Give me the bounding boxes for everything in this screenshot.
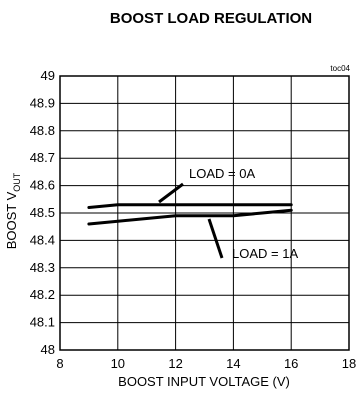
- y-tick-label: 48.7: [30, 150, 55, 165]
- y-tick-label: 48.6: [30, 178, 55, 193]
- y-tick-label: 48.9: [30, 95, 55, 110]
- series-line-1: [87, 208, 293, 226]
- y-axis-label-main: BOOST V: [4, 191, 19, 249]
- y-tick-label: 48: [41, 342, 55, 357]
- series-line-0: [87, 203, 293, 209]
- chart-title: BOOST LOAD REGULATION: [110, 10, 312, 27]
- y-tick-label: 48.5: [30, 205, 55, 220]
- y-tick-label: 48.3: [30, 260, 55, 275]
- figure-tag: toc04: [330, 64, 350, 73]
- x-tick-label: 8: [56, 356, 63, 371]
- x-tick-label: 18: [342, 356, 356, 371]
- x-tick-labels: 8 10 12 14 16 18: [56, 356, 356, 371]
- grid: [59, 75, 350, 351]
- annotation-leader: [158, 182, 184, 204]
- annotations: LOAD = 0A LOAD = 1A: [158, 166, 298, 261]
- annotation-label: LOAD = 1A: [232, 246, 298, 261]
- plot-frame: [59, 75, 350, 351]
- x-tick-label: 12: [168, 356, 182, 371]
- annotation-label: LOAD = 0A: [189, 166, 255, 181]
- annotation-leader: [207, 218, 224, 259]
- y-tick-labels: 48 48.1 48.2 48.3 48.4 48.5 48.6 48.7 48.8 48.9 49: [30, 68, 55, 357]
- x-tick-label: 14: [226, 356, 240, 371]
- y-tick-label: 48.2: [30, 287, 55, 302]
- x-tick-label: 16: [284, 356, 298, 371]
- y-tick-label: 48.8: [30, 123, 55, 138]
- series-lines: [87, 203, 293, 226]
- x-axis-label: BOOST INPUT VOLTAGE (V): [118, 374, 290, 389]
- y-axis-label-sub: OUT: [12, 172, 22, 192]
- x-tick-label: 10: [111, 356, 125, 371]
- y-tick-label: 48.4: [30, 232, 55, 247]
- y-tick-label: 49: [41, 68, 55, 83]
- y-axis-label: BOOST VOUT: [4, 172, 22, 249]
- y-tick-label: 48.1: [30, 315, 55, 330]
